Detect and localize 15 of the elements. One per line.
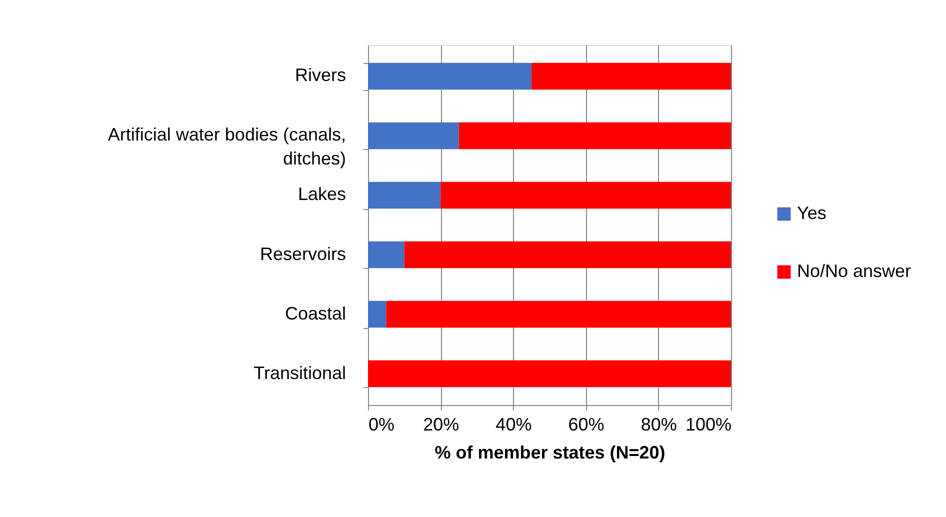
x-tick-label: 80% [640,414,677,434]
y-tick-label: Rivers [294,65,346,86]
x-tick-label: 40% [496,414,532,434]
x-axis-title: % of member states (N=20) [434,442,666,462]
y-tick-label: Coastal [284,303,346,324]
x-tick-label: 20% [423,414,460,434]
x-tick-label: 0% [368,414,395,434]
legend-label: Yes [797,203,826,223]
x-tick-label: 100% [685,414,732,434]
y-tick-label: Transitional [254,362,346,383]
x-tick-label: 60% [568,414,604,434]
y-tick-label: Artificial water bodies (canals, ditches) [108,124,346,169]
y-tick-label: Reservoirs [260,244,346,264]
y-tick-label: Lakes [298,184,346,204]
legend-label: No/No answer [797,261,912,281]
